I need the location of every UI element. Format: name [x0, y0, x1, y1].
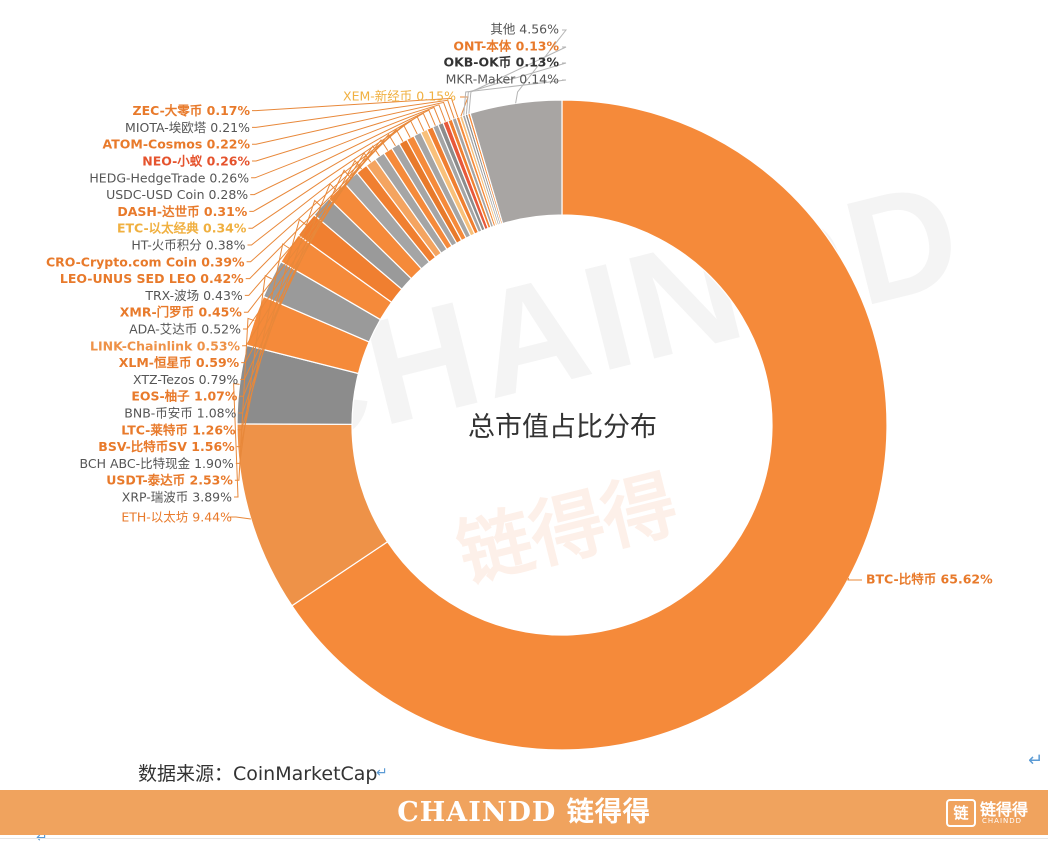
- leader-line: [252, 97, 459, 118]
- footer-logo: CHAINDD 链得得: [397, 797, 651, 828]
- chart-title: 总市值占比分布: [468, 412, 657, 443]
- label-eth: ETH-以太坊 9.44%: [121, 510, 232, 525]
- label-usdc-usd-coin: USDC-USD Coin 0.28%: [106, 187, 248, 202]
- leader-line: [243, 139, 389, 313]
- label-eos: EOS-柚子 1.07%: [131, 389, 238, 404]
- label-xrp: XRP-瑞波币 3.89%: [122, 490, 232, 505]
- label-trx: TRX-波场 0.43%: [144, 288, 243, 303]
- slice-other: [469, 99, 563, 225]
- leader-line: [236, 243, 290, 448]
- leader-line: [247, 119, 418, 246]
- leader-line: [249, 112, 431, 212]
- label-xmr: XMR-门罗币 0.45%: [120, 305, 243, 320]
- label-usdt: USDT-泰达币 2.53%: [106, 473, 233, 488]
- label-neo: NEO-小蚁 0.26%: [142, 154, 250, 169]
- leader-line: [252, 99, 455, 128]
- leader-line: [250, 109, 436, 196]
- label-zec: ZEC-大零币 0.17%: [133, 103, 251, 118]
- leader-line: [515, 29, 568, 104]
- slices-layer: [236, 99, 888, 751]
- paragraph-mark-icon: ↵: [1028, 750, 1044, 771]
- leader-line: [234, 317, 255, 481]
- label-other: 其他 4.56%: [490, 22, 559, 37]
- label-miota: MIOTA-埃欧塔 0.21%: [125, 120, 250, 135]
- leader-line: [468, 46, 567, 114]
- leader-line: [251, 106, 441, 179]
- donut-chart: BTC-比特币 65.62% ETH-以太坊 9.44% XRP-瑞波币 3.89%…: [46, 22, 993, 751]
- data-source: 数据来源：CoinMarketCap: [138, 763, 378, 785]
- label-ltc: LTC-莱特币 1.26%: [121, 422, 236, 437]
- leader-line: [465, 62, 567, 115]
- divider: [0, 838, 1048, 839]
- label-leo-unus-sed-leo: LEO-UNUS SED LEO 0.42%: [60, 271, 244, 286]
- label-mkr-maker: MKR-Maker 0.14%: [446, 72, 560, 87]
- label-bnb: BNB-币安币 1.08%: [124, 406, 236, 421]
- label-ht: HT-火币积分 0.38%: [131, 238, 245, 253]
- labels-layer: BTC-比特币 65.62% ETH-以太坊 9.44% XRP-瑞波币 3.89%…: [46, 22, 993, 587]
- label-bsv-sv: BSV-比特币SV 1.56%: [98, 439, 235, 454]
- leader-line: [252, 104, 446, 162]
- footer-logo-icon: 链: [946, 799, 976, 827]
- leader-line: [463, 79, 567, 116]
- leader-line: [245, 128, 404, 280]
- leader-line: [244, 133, 396, 296]
- label-dash: DASH-达世币 0.31%: [117, 204, 247, 219]
- label-ada: ADA-艾达币 0.52%: [129, 322, 241, 337]
- leader-lines-layer: [228, 29, 862, 581]
- label-btc: BTC-比特币 65.62%: [866, 572, 993, 587]
- label-hedg-hedgetrade: HEDG-HedgeTrade 0.26%: [89, 170, 249, 185]
- leader-line: [228, 516, 251, 520]
- leader-line: [233, 383, 240, 498]
- label-link-chainlink: LINK-Chainlink 0.53%: [90, 338, 241, 353]
- label-okb-ok: OKB-OK币 0.13%: [443, 55, 559, 70]
- label-xlm: XLM-恒星币 0.59%: [119, 355, 240, 370]
- label-atom-cosmos: ATOM-Cosmos 0.22%: [103, 137, 251, 152]
- label-ont: ONT-本体 0.13%: [453, 39, 559, 54]
- footer-mini-logo-sub: CHAINDD: [982, 817, 1023, 825]
- label-cro-crypto-com-coin: CRO-Crypto.com Coin 0.39%: [46, 254, 245, 269]
- label-bch-abc: BCH ABC-比特现金 1.90%: [80, 456, 234, 471]
- footer-banner: CHAINDD 链得得 链 链得得 CHAINDD: [0, 790, 1048, 835]
- slice-btc: [291, 99, 888, 751]
- label-etc: ETC-以太经典 0.34%: [117, 221, 247, 236]
- leader-line: [847, 577, 862, 581]
- paragraph-mark-icon: ↵: [376, 765, 388, 781]
- leader-line: [243, 145, 380, 330]
- leader-line: [235, 274, 272, 464]
- footer-mini-logo-text: 链得得: [980, 800, 1029, 819]
- label-xem: XEM-新经币 0.15%: [343, 89, 456, 104]
- label-xtz-tezos: XTZ-Tezos 0.79%: [133, 372, 238, 387]
- leader-line: [246, 124, 411, 263]
- leader-line: [252, 101, 451, 145]
- leader-line: [248, 115, 425, 229]
